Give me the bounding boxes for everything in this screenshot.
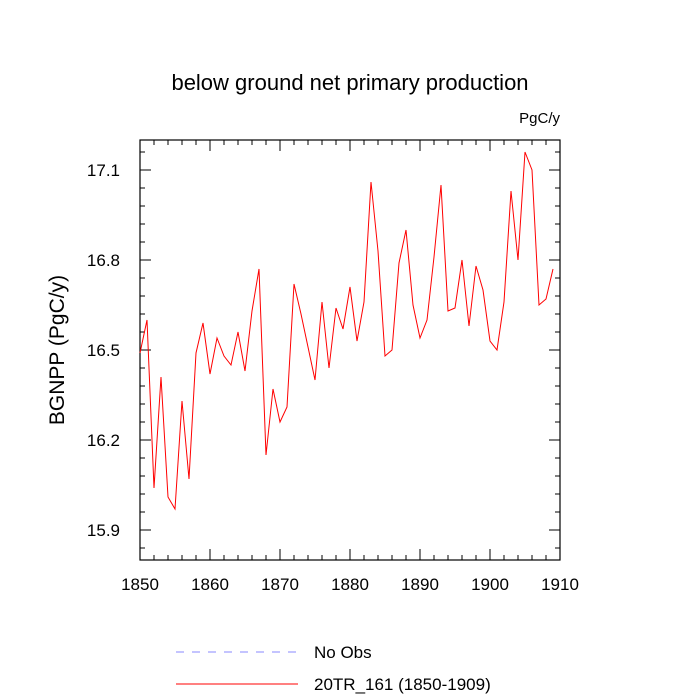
x-tick-label: 1910	[541, 575, 579, 594]
chart-title: below ground net primary production	[171, 70, 528, 95]
x-tick-label: 1880	[331, 575, 369, 594]
y-tick-label: 16.2	[87, 431, 120, 450]
y-tick-label: 17.1	[87, 161, 120, 180]
x-tick-label: 1870	[261, 575, 299, 594]
y-tick-label: 15.9	[87, 521, 120, 540]
series-line-20tr-161	[139, 151, 554, 511]
x-tick-label: 1890	[401, 575, 439, 594]
legend-no-obs-label: No Obs	[314, 643, 372, 662]
series-group	[139, 151, 554, 511]
y-tick-label: 16.8	[87, 251, 120, 270]
x-tick-label: 1900	[471, 575, 509, 594]
ticks-group	[139, 140, 561, 560]
legend-20tr-label: 20TR_161 (1850-1909)	[314, 675, 491, 694]
y-axis-label: BGNPP (PgC/y)	[46, 275, 69, 425]
legend: No Obs 20TR_161 (1850-1909)	[176, 643, 491, 694]
x-tick-label: 1860	[191, 575, 229, 594]
tick-labels-group: 1850 1860 1870 1880 1890 1900 1910 15.9 16.2 16.5…	[87, 161, 579, 594]
x-tick-label: 1850	[121, 575, 159, 594]
y-tick-label: 16.5	[87, 341, 120, 360]
units-label: PgC/y	[519, 110, 560, 127]
